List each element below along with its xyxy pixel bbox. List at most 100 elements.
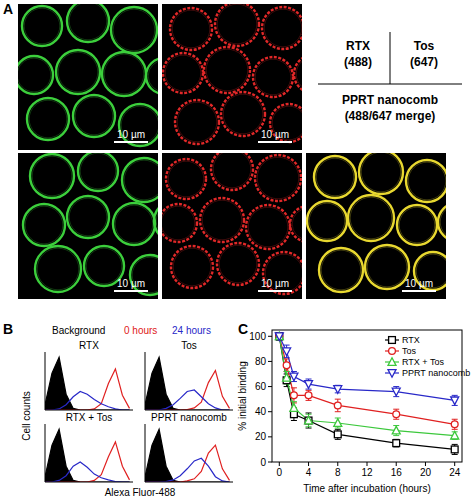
- error-bar: [452, 444, 458, 454]
- cell-ring-inner: [213, 153, 251, 188]
- y-tick-label: 40: [255, 406, 267, 417]
- x-tick-label: 4: [306, 467, 312, 478]
- data-point: [305, 392, 312, 399]
- cell-ring-inner: [217, 4, 257, 44]
- cell-ring-inner: [58, 52, 98, 92]
- y-tick: [268, 386, 272, 387]
- cell-ring-inner: [162, 206, 195, 240]
- panel-label: C: [238, 321, 248, 337]
- error-bar: [452, 419, 458, 429]
- x-tick-label: 20: [420, 467, 432, 478]
- error-bar: [276, 333, 282, 341]
- x-tick: [396, 462, 397, 466]
- x-tick: [425, 462, 426, 466]
- error-bar-cap: [335, 428, 341, 429]
- panel-label: A: [3, 1, 13, 17]
- cell-ring-inner: [69, 4, 107, 40]
- cell-ring: [359, 153, 403, 194]
- data-point: [451, 446, 458, 453]
- histogram-curve: [45, 369, 130, 410]
- legend-label: RTX + Tos: [402, 357, 444, 367]
- cell-ring-inner: [264, 9, 302, 47]
- cell-ring: [78, 153, 118, 191]
- histogram-curve: [145, 357, 230, 410]
- cell-ring: [130, 255, 158, 295]
- cell-ring: [166, 159, 206, 199]
- x-tick: [337, 462, 338, 466]
- data-point: [276, 333, 283, 340]
- cell-ring-inner: [18, 58, 51, 92]
- x-axis-label: Time after incubation (hours): [303, 483, 430, 494]
- micrograph: [162, 4, 302, 150]
- y-tick-label: 80: [255, 356, 267, 367]
- axis-line: [45, 352, 46, 410]
- scale-bar: [402, 290, 436, 292]
- histogram-curve: [145, 458, 230, 482]
- error-bar-cap: [335, 399, 341, 400]
- scale-bar: [114, 141, 148, 143]
- key-label: PPRT nanocomb: [342, 93, 438, 107]
- error-bar-cap: [393, 419, 399, 420]
- cell-ring-inner: [113, 9, 155, 51]
- cell-ring: [171, 246, 213, 288]
- error-bar-cap: [291, 371, 297, 372]
- scale-bar-label: 10 µm: [261, 278, 289, 289]
- error-bar-cap: [306, 390, 312, 391]
- cell-ring-inner: [316, 158, 354, 196]
- x-tick: [367, 462, 368, 466]
- cell-ring-inner: [29, 100, 67, 138]
- x-tick-label: 8: [335, 467, 341, 478]
- cell-ring-inner: [80, 153, 116, 189]
- error-bar: [276, 333, 282, 341]
- cell-ring: [314, 156, 356, 198]
- cell-ring: [170, 8, 212, 50]
- error-bar-cap: [452, 429, 458, 430]
- legend-label: PPRT nanocomb: [402, 368, 470, 378]
- micrograph: [18, 153, 158, 299]
- cell-ring-inner: [115, 205, 153, 243]
- error-bar: [291, 371, 297, 381]
- error-bar-cap: [335, 411, 341, 412]
- y-tick-label: 0: [260, 457, 266, 468]
- error-bar-cap: [284, 345, 290, 346]
- cell-ring: [319, 248, 363, 292]
- cell-ring-inner: [37, 248, 79, 290]
- cell-ring: [154, 201, 158, 241]
- cell-ring: [162, 204, 197, 242]
- cell-ring: [102, 52, 146, 96]
- error-bar: [335, 385, 341, 393]
- error-bar: [452, 395, 458, 405]
- data-point: [393, 440, 400, 447]
- data-point: [290, 404, 298, 412]
- legend-marker: [388, 370, 396, 378]
- x-tick-label: 16: [391, 467, 403, 478]
- subplot-title: Tos: [181, 340, 197, 351]
- cell-ring-inner: [173, 248, 211, 286]
- histogram-plot: [45, 357, 130, 410]
- cell-ring: [262, 7, 302, 49]
- cell-ring-inner: [168, 161, 204, 197]
- key-label: Tos: [414, 39, 435, 53]
- data-point: [290, 373, 298, 381]
- error-bar: [335, 399, 341, 412]
- cell-ring-inner: [408, 162, 446, 200]
- legend-label: 0 hours: [124, 325, 157, 336]
- cell-ring: [397, 205, 437, 245]
- data-point: [393, 411, 400, 418]
- error-bar-cap: [335, 429, 341, 430]
- error-bar-cap: [291, 401, 297, 402]
- data-point: [291, 392, 298, 399]
- subplot-title: PPRT nanocomb: [151, 412, 227, 423]
- cell-ring: [438, 203, 446, 241]
- x-tick-label: 24: [449, 467, 461, 478]
- cell-ring: [23, 204, 65, 246]
- scale-bar-label: 10 µm: [405, 278, 433, 289]
- cell-ring: [215, 4, 259, 46]
- axis-line: [145, 410, 233, 411]
- data-point: [334, 419, 342, 427]
- error-bar: [452, 432, 458, 440]
- key-label: RTX: [346, 39, 370, 53]
- histogram-curve: [145, 429, 230, 482]
- error-bar-cap: [306, 400, 312, 401]
- error-bar-cap: [284, 371, 290, 372]
